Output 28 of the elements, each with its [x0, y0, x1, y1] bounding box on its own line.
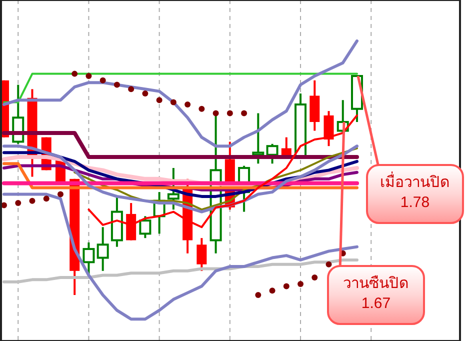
candlestick	[96, 226, 109, 272]
candlestick	[252, 112, 264, 165]
point	[312, 274, 318, 280]
point	[283, 283, 290, 290]
point	[184, 101, 191, 108]
point	[326, 261, 332, 268]
point	[57, 191, 64, 198]
point	[128, 86, 134, 92]
point	[156, 97, 162, 104]
point	[255, 292, 262, 298]
point	[269, 288, 276, 294]
point	[86, 73, 92, 79]
point	[100, 77, 106, 84]
point	[15, 200, 22, 206]
candlestick	[139, 215, 152, 240]
point	[72, 70, 78, 77]
text: เมื่อวานปิด 1.78	[380, 171, 450, 211]
point	[241, 110, 248, 116]
point	[298, 281, 304, 288]
point	[198, 106, 205, 112]
point	[114, 82, 120, 88]
point	[170, 99, 176, 106]
point	[43, 196, 50, 202]
point	[226, 110, 233, 116]
point	[29, 198, 36, 204]
annotation: วานซืนปิด 1.67	[343, 275, 409, 312]
point	[142, 90, 148, 97]
point	[212, 110, 219, 116]
